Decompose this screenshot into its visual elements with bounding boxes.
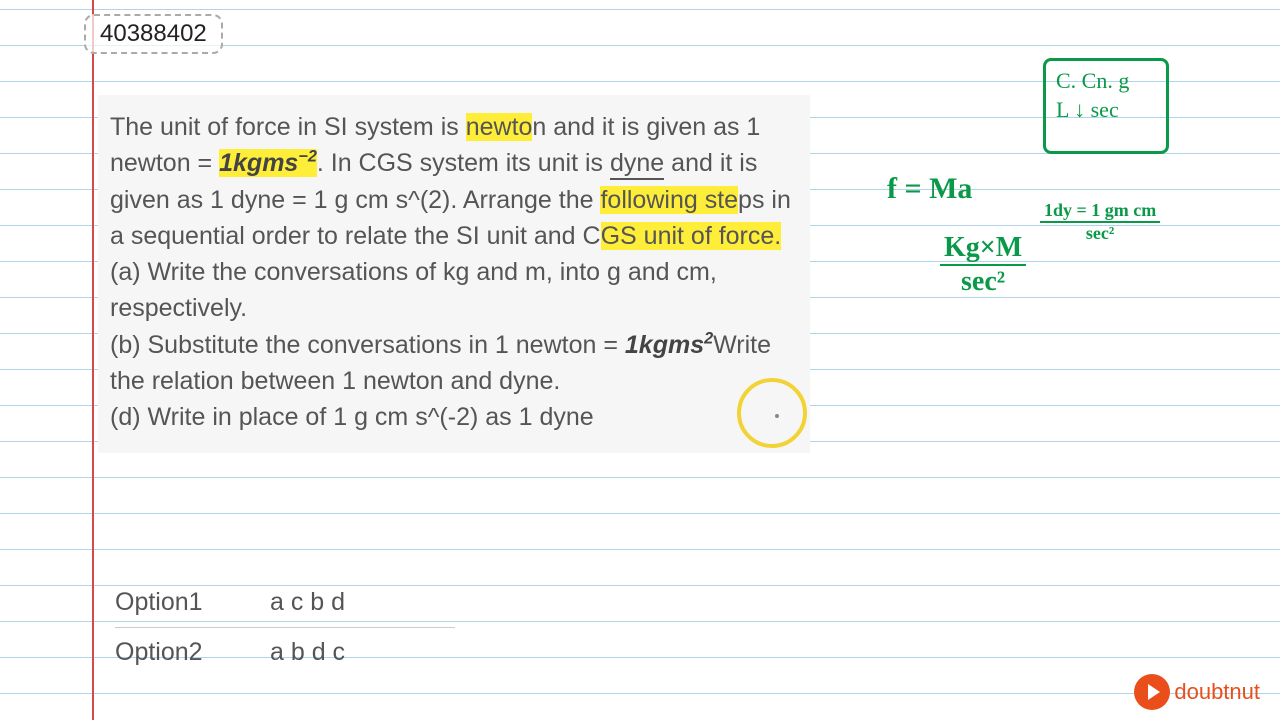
option1-label: Option1 <box>115 588 270 617</box>
fma-annotation: f = Ma <box>887 172 972 206</box>
question-id: 40388402 <box>100 20 207 47</box>
option2-label: Option2 <box>115 638 270 667</box>
dyne-underlined: dyne <box>610 149 664 180</box>
hl-cgs: GS unit of force. <box>601 222 782 250</box>
q-p3: . In CGS system its unit is <box>317 149 610 177</box>
step-a: (a) Write the conversations of kg and m,… <box>110 258 717 322</box>
step-b-pre: (b) Substitute the conversations in 1 ne… <box>110 331 625 359</box>
dyne-fraction: 1dy = 1 gm cm sec² <box>1040 200 1160 244</box>
option2-value: a b d c <box>270 638 345 667</box>
step-b-formula: 1kgms2 <box>625 331 713 359</box>
option-row-2[interactable]: Option2 a b d c <box>115 628 455 677</box>
dyne-num: 1dy = 1 gm cm <box>1040 200 1160 223</box>
step-d: (d) Write in place of 1 g cm s^(-2) as 1… <box>110 403 594 431</box>
formula-base: 1kgms <box>219 149 298 177</box>
kgxm-den: sec² <box>940 266 1026 298</box>
kgxm-fraction: Kg×M sec² <box>940 232 1026 298</box>
question-id-box: 40388402 <box>84 14 223 54</box>
hl-following: following ste <box>600 186 738 214</box>
logo-text: doubtnut <box>1174 679 1260 705</box>
cgs-line2: L ↓ sec <box>1056 96 1156 125</box>
hl-formula: 1kgms−2 <box>219 149 317 177</box>
highlight-circle-icon <box>737 378 807 448</box>
kgxm-num: Kg×M <box>940 232 1026 266</box>
margin-line <box>92 0 94 720</box>
cgs-line1: C. Cn. g <box>1056 67 1156 96</box>
q-p1: The unit of force in SI system is <box>110 113 466 141</box>
option1-value: a c b d <box>270 588 345 617</box>
fma-text: f = Ma <box>887 172 972 205</box>
doubtnut-logo[interactable]: doubtnut <box>1134 674 1260 710</box>
step-b-formula-sup: 2 <box>704 329 713 347</box>
formula-sup: −2 <box>298 148 317 166</box>
cgs-annotation-box: C. Cn. g L ↓ sec <box>1043 58 1169 154</box>
dyne-den: sec² <box>1040 223 1160 244</box>
play-icon <box>1134 674 1170 710</box>
hl-newton: newto <box>466 113 533 141</box>
step-b-formula-base: 1kgms <box>625 331 704 359</box>
option-row-1[interactable]: Option1 a c b d <box>115 578 455 628</box>
options-table: Option1 a c b d Option2 a b d c <box>115 578 455 677</box>
question-text: The unit of force in SI system is newton… <box>98 95 810 453</box>
